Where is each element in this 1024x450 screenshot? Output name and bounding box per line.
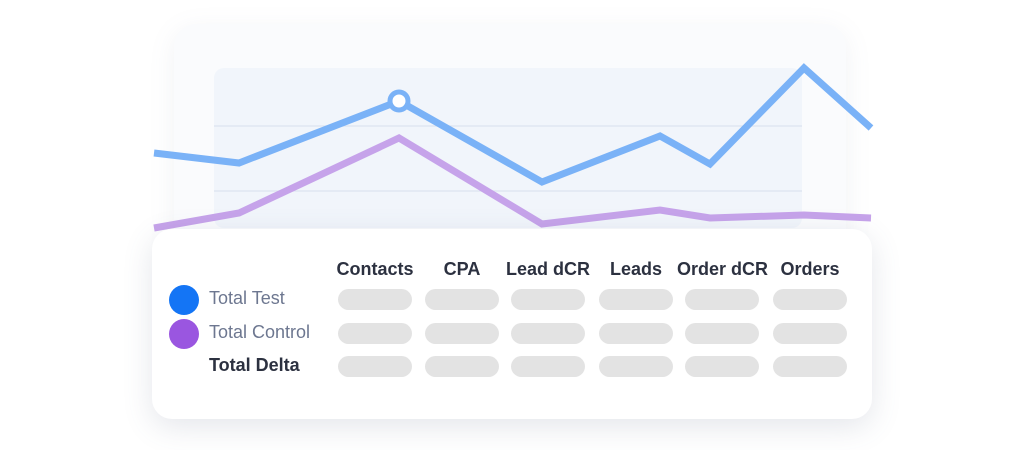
placeholder-cell (773, 323, 847, 344)
placeholder-cell (773, 289, 847, 310)
column-header-order-dcr: Order dCR (677, 259, 769, 279)
highlight-point[interactable] (387, 89, 411, 113)
placeholder-cell (599, 356, 673, 377)
column-header-lead-dcr: Lead dCR (505, 259, 590, 279)
row-label-total-test: Total Test (209, 288, 285, 308)
placeholder-cell (338, 323, 412, 344)
placeholder-cell (599, 289, 673, 310)
legend-dot-total-control (169, 319, 199, 349)
placeholder-cell (511, 289, 585, 310)
placeholder-cell (685, 356, 759, 377)
placeholder-cell (425, 323, 499, 344)
placeholder-cell (599, 323, 673, 344)
column-header-leads: Leads (609, 259, 663, 279)
column-header-orders: Orders (780, 259, 840, 279)
series-line-total-test (153, 63, 874, 186)
placeholder-cell (425, 356, 499, 377)
row-label-total-delta: Total Delta (209, 355, 300, 375)
row-label-total-control: Total Control (209, 322, 311, 342)
placeholder-cell (338, 289, 412, 310)
placeholder-cell (338, 356, 412, 377)
placeholder-cell (685, 323, 759, 344)
metrics-table-card: Contacts CPA Lead dCR Leads Order dCR Orders T… (152, 229, 872, 419)
legend-dot-total-test (169, 285, 199, 315)
placeholder-cell (685, 289, 759, 310)
placeholder-cell (511, 356, 585, 377)
placeholder-cell (773, 356, 847, 377)
column-header-contacts: Contacts (336, 259, 414, 279)
placeholder-cell (425, 289, 499, 310)
placeholder-cell (511, 323, 585, 344)
series-line-total-control (153, 134, 872, 232)
column-header-cpa: CPA (443, 259, 481, 279)
